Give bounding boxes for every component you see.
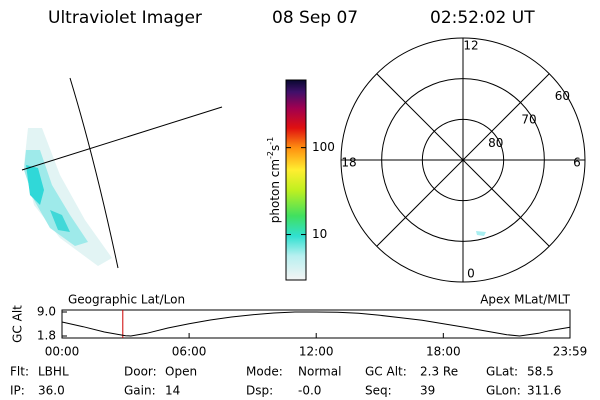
field-value: Normal [298, 365, 341, 379]
field-label: Flt: [10, 365, 29, 379]
field-label: GLon: [486, 384, 521, 398]
x-tick-label: 23:59 [553, 345, 588, 359]
field-label: GC Alt: [365, 365, 407, 379]
field-value: 14 [165, 384, 180, 398]
field-label: Mode: [246, 365, 283, 379]
latitude-label: 80 [488, 136, 503, 150]
auroral-image [21, 77, 223, 269]
field-value: Open [165, 365, 197, 379]
field-label: IP: [10, 384, 25, 398]
label-exponent: -1 [266, 137, 275, 145]
colorbar-label: photon cm-2s-1 [266, 137, 282, 224]
colorbar: photon cm-2s-1 10 100 [266, 79, 335, 281]
left-label: Geographic Lat/Lon [68, 293, 185, 307]
latitude-label: 60 [555, 89, 570, 103]
field-value: 36.0 [38, 384, 65, 398]
field-value: 39 [420, 384, 435, 398]
x-tick-label: 06:00 [172, 345, 207, 359]
date: 08 Sep 07 [272, 8, 358, 28]
x-tick-label: 18:00 [426, 345, 461, 359]
field-label: Seq: [365, 384, 392, 398]
field-value: LBHL [38, 365, 69, 379]
mlt-label: 0 [467, 267, 475, 281]
mlt-label: 18 [341, 156, 356, 170]
field-label: Gain: [124, 384, 156, 398]
mlt-label: 6 [573, 156, 581, 170]
colorbar-tick-label: 100 [312, 140, 335, 154]
title: Ultraviolet Imager [48, 8, 202, 28]
field-value: -0.0 [298, 384, 321, 398]
altitude-plot: GC Alt Geographic Lat/Lon Apex MLat/MLT 9.0… [11, 293, 588, 359]
y-tick-label: 9.0 [37, 305, 56, 319]
label-text: s [268, 145, 282, 151]
x-tick-label: 00:00 [45, 345, 80, 359]
field-value: 311.6 [527, 384, 561, 398]
field-value: 2.3 Re [420, 365, 458, 379]
field-value: 58.5 [527, 365, 554, 379]
altitude-curve [61, 311, 571, 337]
label-text: photon cm [268, 159, 282, 223]
mlt-label: 12 [463, 39, 478, 53]
x-tick-label: 12:00 [299, 345, 334, 359]
field-label: Dsp: [246, 384, 273, 398]
y-tick-label: 1.8 [37, 329, 56, 343]
colorbar-scale [285, 79, 307, 281]
polar-spoke [376, 73, 550, 247]
time: 02:52:02 UT [430, 8, 535, 28]
latitude-label: 70 [521, 112, 536, 126]
field-label: GLat: [486, 365, 518, 379]
colorbar-tick-label: 10 [312, 227, 327, 241]
y-axis-label: GC Alt [11, 305, 25, 343]
field-label: Door: [124, 365, 157, 379]
label-exponent: -2 [266, 151, 275, 159]
polar-plot: 80 70 60 0 6 12 18 [340, 37, 586, 283]
right-label: Apex MLat/MLT [480, 293, 570, 307]
